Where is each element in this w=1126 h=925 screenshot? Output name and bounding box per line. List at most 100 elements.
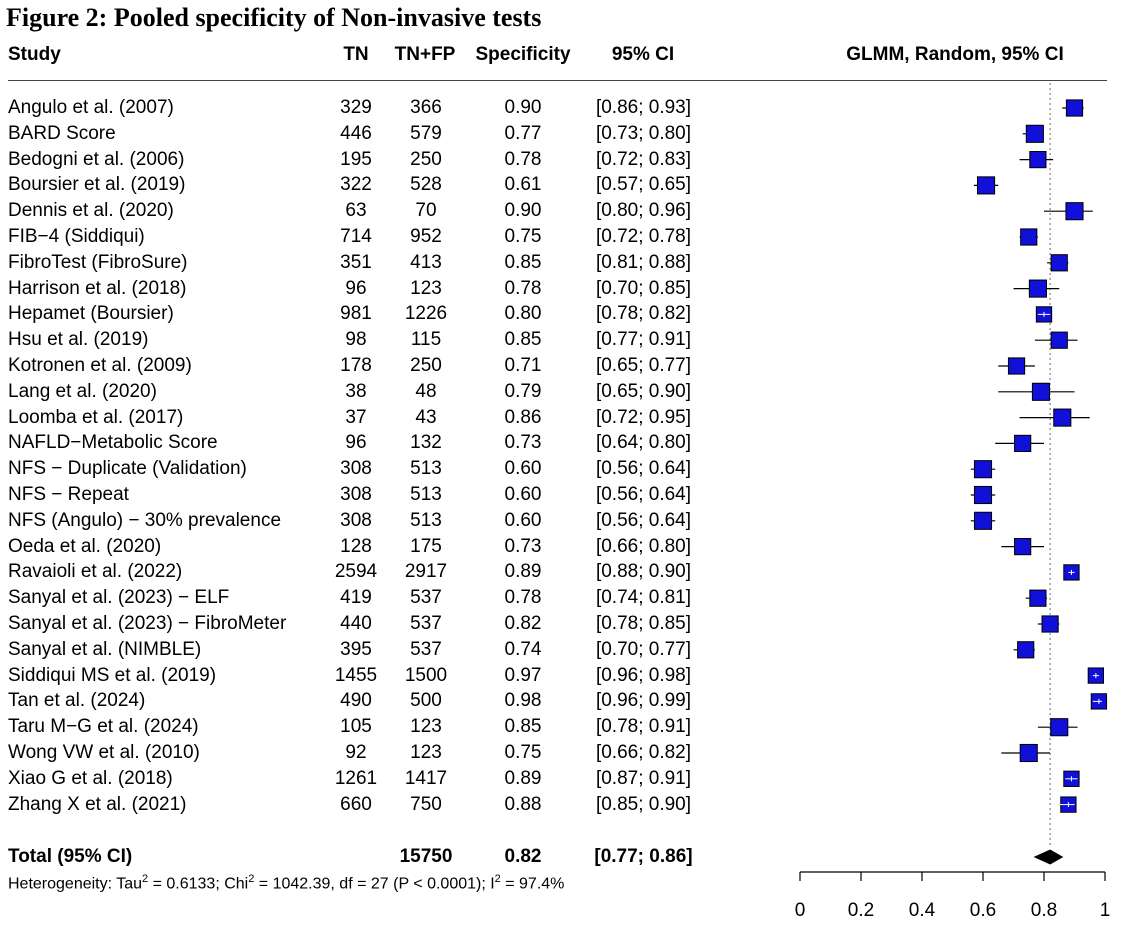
tn-value: 1261 <box>334 767 378 789</box>
tn-value: 96 <box>345 277 367 299</box>
study-name: Kotronen et al. (2009) <box>8 355 192 376</box>
study-name: Sanyal et al. (NIMBLE) <box>8 638 202 660</box>
tnfp-value: 513 <box>410 458 442 480</box>
tnfp-value: 750 <box>410 793 442 815</box>
tn-value: 178 <box>340 355 372 376</box>
study-name: NFS − Duplicate (Validation) <box>8 458 247 480</box>
ci-value: [0.66; 0.80] <box>595 535 692 557</box>
specificity-value: 0.74 <box>504 638 542 660</box>
tnfp-value: 513 <box>410 484 442 505</box>
point-estimate-square <box>1050 718 1069 737</box>
point-estimate-square <box>1025 124 1044 143</box>
point-estimate-square <box>973 511 993 530</box>
header-plot: GLMM, Random, 95% CI <box>846 44 1064 65</box>
study-name: Dennis et al. (2020) <box>8 200 174 222</box>
study-name: Zhang X et al. (2021) <box>8 793 187 815</box>
tnfp-value: 537 <box>410 638 442 660</box>
point-estimate-square <box>1020 228 1038 246</box>
ci-value: [0.85; 0.90] <box>595 793 692 815</box>
tn-value: 446 <box>340 122 372 144</box>
point-estimate-square <box>1014 538 1032 556</box>
point-estimate-square <box>1053 408 1072 427</box>
study-name: Siddiqui MS et al. (2019) <box>8 664 217 686</box>
point-estimate-square <box>1029 151 1047 169</box>
ci-value: [0.87; 0.91] <box>595 767 692 789</box>
tn-value: 128 <box>340 535 372 557</box>
ci-value: [0.56; 0.64] <box>595 458 692 480</box>
specificity-value: 0.90 <box>504 97 542 118</box>
specificity-value: 0.60 <box>504 484 542 505</box>
point-estimate-square <box>1019 743 1038 763</box>
tnfp-value: 413 <box>410 251 442 273</box>
ci-value: [0.65; 0.77] <box>595 355 692 376</box>
tnfp-value: 2917 <box>404 561 448 583</box>
study-name: Sanyal et al. (2023) − ELF <box>8 587 230 609</box>
ci-value: [0.56; 0.64] <box>595 484 692 505</box>
study-name: BARD Score <box>8 122 116 144</box>
specificity-value: 0.73 <box>504 535 542 557</box>
study-name: Hepamet (Boursier) <box>8 303 174 325</box>
specificity-value: 0.80 <box>504 303 542 325</box>
ci-value: [0.65; 0.90] <box>595 380 692 402</box>
tn-value: 322 <box>340 174 372 196</box>
tn-value: 96 <box>345 432 367 454</box>
ci-value: [0.74; 0.81] <box>595 587 692 609</box>
ci-value: [0.56; 0.64] <box>595 509 692 531</box>
ci-value: [0.70; 0.77] <box>595 638 692 660</box>
x-tick-label: 0.6 <box>970 900 996 921</box>
point-estimate-square <box>977 176 996 195</box>
study-name: NAFLD−Metabolic Score <box>8 432 218 454</box>
specificity-value: 0.79 <box>504 380 542 402</box>
tnfp-value: 1500 <box>404 664 448 686</box>
point-estimate-square <box>973 485 993 505</box>
pooled-estimate-diamond <box>1033 849 1064 865</box>
tnfp-value: 1226 <box>404 303 448 325</box>
tnfp-value: 366 <box>410 97 442 118</box>
x-tick-label: 0.2 <box>848 900 874 921</box>
tn-value: 1455 <box>334 664 378 686</box>
x-tick-label: 0.8 <box>1031 900 1057 921</box>
tnfp-value: 513 <box>410 509 442 531</box>
specificity-value: 0.75 <box>504 742 542 763</box>
ci-value: [0.64; 0.80] <box>595 432 692 454</box>
tn-value: 63 <box>345 200 367 222</box>
tnfp-value: 500 <box>410 690 442 712</box>
tnfp-value: 528 <box>410 174 442 196</box>
ci-value: [0.78; 0.91] <box>595 716 692 738</box>
study-name: Harrison et al. (2018) <box>8 277 187 299</box>
tnfp-value: 115 <box>410 329 442 351</box>
study-name: NFS − Repeat <box>8 484 129 505</box>
point-estimate-square <box>1050 254 1068 272</box>
tn-value: 395 <box>340 638 372 660</box>
specificity-value: 0.75 <box>504 226 542 247</box>
point-estimate-square <box>1065 99 1084 117</box>
header-study: Study <box>8 44 61 65</box>
tn-value: 38 <box>345 380 367 402</box>
study-name: Boursier et al. (2019) <box>8 174 186 196</box>
tnfp-value: 250 <box>410 355 442 376</box>
x-tick-label: 0.4 <box>909 900 936 921</box>
ci-value: [0.80; 0.96] <box>595 200 692 222</box>
tn-value: 195 <box>340 148 372 170</box>
tnfp-value: 250 <box>410 148 442 170</box>
point-estimate-square <box>973 460 993 479</box>
tn-value: 419 <box>340 587 372 609</box>
tn-value: 329 <box>340 97 372 118</box>
study-name: FIB−4 (Siddiqui) <box>8 226 145 247</box>
specificity-value: 0.85 <box>504 251 542 273</box>
header-tnfp: TN+FP <box>394 44 456 65</box>
tnfp-value: 123 <box>410 277 442 299</box>
ci-value: [0.88; 0.90] <box>595 561 692 583</box>
ci-value: [0.73; 0.80] <box>595 122 692 144</box>
ci-value: [0.78; 0.85] <box>595 613 692 634</box>
tnfp-value: 123 <box>410 716 442 738</box>
tnfp-value: 123 <box>410 742 442 763</box>
specificity-value: 0.86 <box>504 406 542 428</box>
specificity-value: 0.77 <box>504 122 542 144</box>
ci-value: [0.57; 0.65] <box>595 174 692 196</box>
tnfp-value: 1417 <box>404 767 448 789</box>
study-name: Xiao G et al. (2018) <box>8 767 173 789</box>
tn-value: 105 <box>340 716 372 738</box>
tnfp-value: 48 <box>415 380 437 402</box>
ci-value: [0.81; 0.88] <box>595 251 692 273</box>
